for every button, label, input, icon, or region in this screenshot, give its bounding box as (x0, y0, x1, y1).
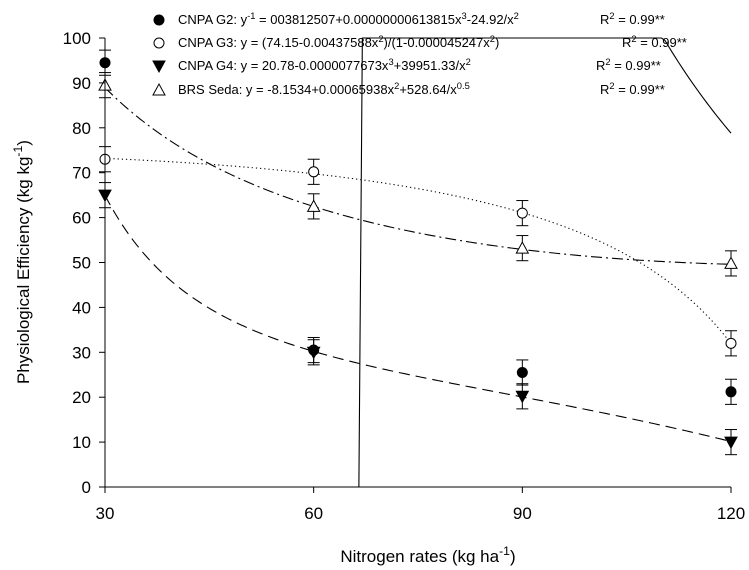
y-tick-label: 40 (72, 298, 91, 317)
y-tick-label: 60 (72, 209, 91, 228)
point-brs-seda (306, 199, 321, 212)
x-tick-label: 30 (96, 504, 115, 523)
legend-item-cnpa-g2: CNPA G2: y-1 = 003812507+0.0000000061381… (153, 11, 665, 27)
legend-label: CNPA G3: y = (74.15-0.00437588x2)/(1-0.0… (178, 34, 499, 50)
legend-marker-cnpa-g3 (153, 37, 165, 49)
legend-label: CNPA G2: y-1 = 003812507+0.0000000061381… (178, 11, 519, 27)
legend-marker-cnpa-g2 (153, 14, 165, 26)
y-tick-label: 80 (72, 119, 91, 138)
x-tick-label: 120 (717, 504, 745, 523)
fitted-curves (104, 37, 732, 488)
point-cnpa-g4 (724, 436, 738, 450)
error-bars (99, 49, 737, 456)
legend-r-squared: R2 = 0.99** (596, 57, 661, 73)
legend-label: CNPA G4: y = 20.78-0.0000077673x3+39951.… (178, 57, 471, 73)
x-tick-label: 60 (304, 504, 323, 523)
legend-marker-cnpa-g4 (152, 60, 166, 74)
legend-item-brs-seda: BRS Seda: y = -8.1534+0.00065938x2+528.6… (152, 81, 665, 97)
x-tick-label: 90 (513, 504, 532, 523)
point-brs-seda (515, 241, 530, 254)
point-brs-seda (724, 256, 738, 269)
curve-cnpa-g3 (104, 157, 732, 344)
legend-marker-brs-seda (152, 82, 166, 96)
legend-r-squared: R2 = 0.99** (622, 34, 687, 50)
point-cnpa-g2 (725, 386, 737, 398)
y-tick-label: 30 (72, 343, 91, 362)
y-tick-label: 100 (63, 29, 91, 48)
curve-brs-seda (104, 87, 732, 265)
axes: 30 60 90 120 0 10 20 30 40 50 60 70 80 90 100 Nitrogen … (11, 29, 745, 566)
y-tick-label: 90 (72, 74, 91, 93)
point-cnpa-g3 (725, 337, 737, 349)
point-cnpa-g4 (515, 390, 530, 404)
legend: CNPA G2: y-1 = 003812507+0.0000000061381… (152, 11, 687, 97)
point-cnpa-g2 (516, 367, 528, 379)
legend-r-squared: R2 = 0.99** (600, 81, 665, 97)
y-tick-label: 50 (72, 254, 91, 273)
curve-cnpa-g4 (104, 195, 732, 443)
legend-item-cnpa-g3: CNPA G3: y = (74.15-0.00437588x2)/(1-0.0… (153, 34, 687, 50)
y-tick-label: 20 (72, 388, 91, 407)
point-cnpa-g3 (308, 166, 320, 178)
y-axis-title: Physiological Efficiency (kg kg-1) (11, 140, 33, 384)
y-tick-label: 10 (72, 433, 91, 452)
data-markers (98, 57, 738, 450)
y-tick-label: 70 (72, 164, 91, 183)
y-tick-label: 0 (82, 478, 91, 497)
legend-label: BRS Seda: y = -8.1534+0.00065938x2+528.6… (178, 81, 470, 97)
legend-item-cnpa-g4: CNPA G4: y = 20.78-0.0000077673x3+39951.… (152, 57, 661, 74)
point-cnpa-g3 (516, 207, 528, 219)
x-axis-title: Nitrogen rates (kg ha-1) (340, 544, 515, 566)
legend-r-squared: R2 = 0.99** (600, 11, 665, 27)
point-cnpa-g4 (306, 346, 321, 360)
